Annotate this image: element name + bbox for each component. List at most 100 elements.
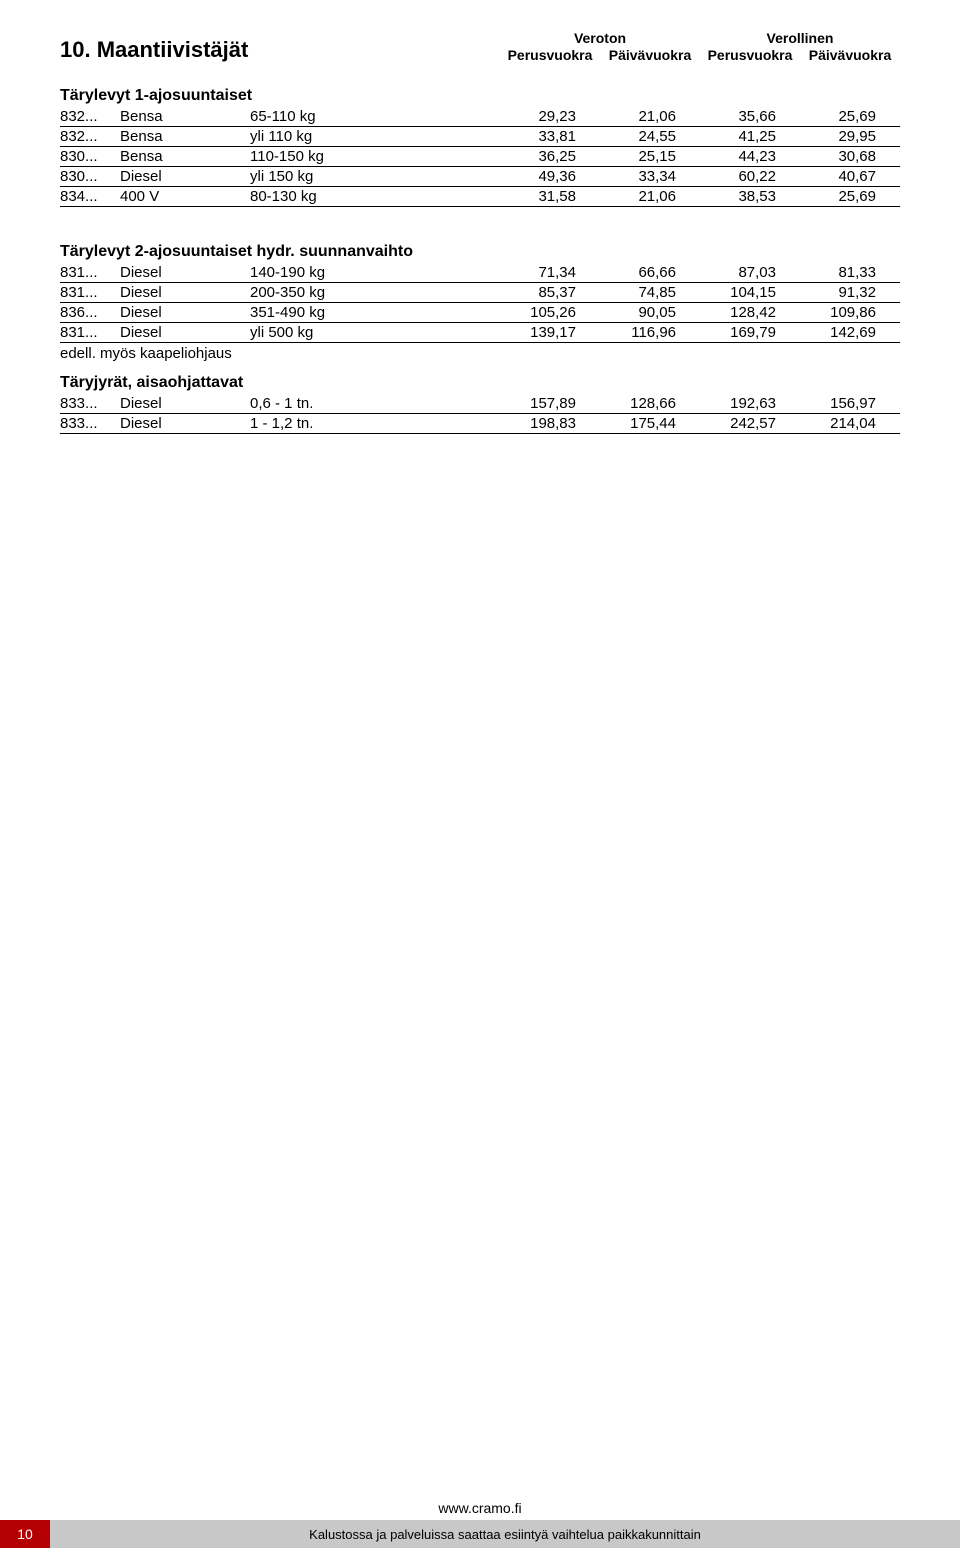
cell-v3: 44,23	[700, 148, 800, 165]
cell-v1: 36,25	[500, 148, 600, 165]
col-group-veroton: Veroton	[574, 30, 626, 46]
table-row: 831... Diesel 200-350 kg 85,37 74,85 104…	[60, 283, 900, 303]
cell-type: Bensa	[120, 108, 250, 125]
cell-v3: 128,42	[700, 304, 800, 321]
table-header: 10. Maantiivistäjät Veroton Perusvuokra …	[60, 30, 900, 63]
table-row: 832... Bensa 65-110 kg 29,23 21,06 35,66…	[60, 107, 900, 127]
cell-spec: 1 - 1,2 tn.	[250, 415, 500, 432]
cell-v4: 29,95	[800, 128, 900, 145]
cell-v2: 66,66	[600, 264, 700, 281]
cell-type: Diesel	[120, 168, 250, 185]
table-row: 834... 400 V 80-130 kg 31,58 21,06 38,53…	[60, 187, 900, 207]
cell-code: 831...	[60, 264, 120, 281]
column-headers: Veroton Perusvuokra Päivävuokra Verollin…	[500, 30, 900, 63]
cell-spec: 0,6 - 1 tn.	[250, 395, 500, 412]
cell-code: 832...	[60, 108, 120, 125]
cell-code: 831...	[60, 284, 120, 301]
table-row: 831... Diesel 140-190 kg 71,34 66,66 87,…	[60, 263, 900, 283]
cell-v1: 85,37	[500, 284, 600, 301]
cell-v4: 91,32	[800, 284, 900, 301]
page-footer: www.cramo.fi 10 Kalustossa ja palveluiss…	[0, 1500, 960, 1548]
cell-v1: 198,83	[500, 415, 600, 432]
cell-type: Diesel	[120, 304, 250, 321]
cell-v2: 33,34	[600, 168, 700, 185]
cell-type: Diesel	[120, 415, 250, 432]
cell-v3: 242,57	[700, 415, 800, 432]
table-row: 830... Diesel yli 150 kg 49,36 33,34 60,…	[60, 167, 900, 187]
cell-v2: 175,44	[600, 415, 700, 432]
cell-type: Diesel	[120, 324, 250, 341]
cell-v2: 128,66	[600, 395, 700, 412]
section-heading-3: Täryjyrät, aisaohjattavat	[60, 374, 900, 392]
table-row: 836... Diesel 351-490 kg 105,26 90,05 12…	[60, 303, 900, 323]
cell-spec: 351-490 kg	[250, 304, 500, 321]
cell-code: 832...	[60, 128, 120, 145]
cell-v1: 49,36	[500, 168, 600, 185]
table-row: 831... Diesel yli 500 kg 139,17 116,96 1…	[60, 323, 900, 343]
cell-spec: yli 110 kg	[250, 128, 500, 145]
cell-v2: 21,06	[600, 108, 700, 125]
cell-v4: 142,69	[800, 324, 900, 341]
cell-v3: 41,25	[700, 128, 800, 145]
cell-v3: 192,63	[700, 395, 800, 412]
cell-v3: 35,66	[700, 108, 800, 125]
table-row: 832... Bensa yli 110 kg 33,81 24,55 41,2…	[60, 127, 900, 147]
cell-v2: 116,96	[600, 324, 700, 341]
cell-v2: 74,85	[600, 284, 700, 301]
cell-code: 833...	[60, 395, 120, 412]
cell-spec: 110-150 kg	[250, 148, 500, 165]
col-perusvuokra-2: Perusvuokra	[700, 47, 800, 63]
cell-v4: 30,68	[800, 148, 900, 165]
cell-v1: 29,23	[500, 108, 600, 125]
cell-spec: 200-350 kg	[250, 284, 500, 301]
cell-v4: 40,67	[800, 168, 900, 185]
cell-spec: yli 500 kg	[250, 324, 500, 341]
cell-v4: 25,69	[800, 188, 900, 205]
cell-v1: 33,81	[500, 128, 600, 145]
cell-v4: 25,69	[800, 108, 900, 125]
cell-type: Bensa	[120, 128, 250, 145]
cell-code: 831...	[60, 324, 120, 341]
cell-v2: 21,06	[600, 188, 700, 205]
col-paivavuokra-1: Päivävuokra	[600, 47, 700, 63]
cell-v1: 157,89	[500, 395, 600, 412]
table-row: 833... Diesel 1 - 1,2 tn. 198,83 175,44 …	[60, 414, 900, 434]
cell-type: Diesel	[120, 264, 250, 281]
cell-code: 836...	[60, 304, 120, 321]
cell-v1: 139,17	[500, 324, 600, 341]
cell-spec: 65-110 kg	[250, 108, 500, 125]
cell-spec: yli 150 kg	[250, 168, 500, 185]
cell-v1: 71,34	[500, 264, 600, 281]
cell-type: 400 V	[120, 188, 250, 205]
cell-v2: 24,55	[600, 128, 700, 145]
cell-v3: 169,79	[700, 324, 800, 341]
col-perusvuokra-1: Perusvuokra	[500, 47, 600, 63]
cell-v1: 31,58	[500, 188, 600, 205]
cell-v3: 104,15	[700, 284, 800, 301]
cell-type: Diesel	[120, 284, 250, 301]
footer-text: Kalustossa ja palveluissa saattaa esiint…	[50, 1527, 960, 1542]
cell-code: 830...	[60, 168, 120, 185]
table-row: 833... Diesel 0,6 - 1 tn. 157,89 128,66 …	[60, 394, 900, 414]
footer-url: www.cramo.fi	[0, 1500, 960, 1520]
cell-v4: 109,86	[800, 304, 900, 321]
cell-spec: 140-190 kg	[250, 264, 500, 281]
cell-code: 834...	[60, 188, 120, 205]
cell-v3: 38,53	[700, 188, 800, 205]
cell-v4: 156,97	[800, 395, 900, 412]
section-note: edell. myös kaapeliohjaus	[60, 343, 900, 368]
col-group-verollinen: Verollinen	[767, 30, 834, 46]
col-paivavuokra-2: Päivävuokra	[800, 47, 900, 63]
page-number: 10	[0, 1520, 50, 1548]
cell-v3: 87,03	[700, 264, 800, 281]
table-row: 830... Bensa 110-150 kg 36,25 25,15 44,2…	[60, 147, 900, 167]
cell-v4: 214,04	[800, 415, 900, 432]
cell-v2: 90,05	[600, 304, 700, 321]
section-heading-2: Tärylevyt 2-ajosuuntaiset hydr. suunnanv…	[60, 243, 900, 261]
cell-spec: 80-130 kg	[250, 188, 500, 205]
cell-code: 833...	[60, 415, 120, 432]
cell-type: Bensa	[120, 148, 250, 165]
cell-v4: 81,33	[800, 264, 900, 281]
cell-type: Diesel	[120, 395, 250, 412]
section-heading-1: Tärylevyt 1-ajosuuntaiset	[60, 87, 900, 105]
